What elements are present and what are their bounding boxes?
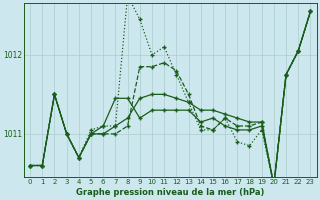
X-axis label: Graphe pression niveau de la mer (hPa): Graphe pression niveau de la mer (hPa) <box>76 188 264 197</box>
